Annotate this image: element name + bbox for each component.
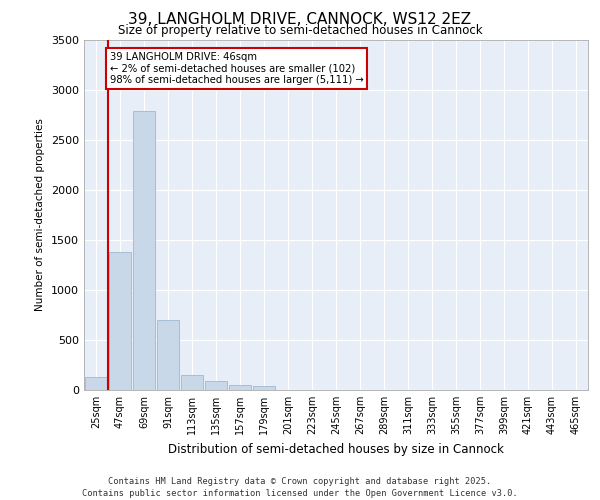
Bar bbox=[253, 386, 275, 390]
Bar bbox=[181, 374, 203, 390]
Text: Size of property relative to semi-detached houses in Cannock: Size of property relative to semi-detach… bbox=[118, 24, 482, 37]
Text: 39, LANGHOLM DRIVE, CANNOCK, WS12 2EZ: 39, LANGHOLM DRIVE, CANNOCK, WS12 2EZ bbox=[128, 12, 472, 28]
Bar bbox=[133, 111, 155, 390]
X-axis label: Distribution of semi-detached houses by size in Cannock: Distribution of semi-detached houses by … bbox=[168, 442, 504, 456]
Bar bbox=[85, 377, 107, 390]
Text: 39 LANGHOLM DRIVE: 46sqm
← 2% of semi-detached houses are smaller (102)
98% of s: 39 LANGHOLM DRIVE: 46sqm ← 2% of semi-de… bbox=[110, 52, 364, 85]
Bar bbox=[229, 384, 251, 390]
Bar bbox=[157, 320, 179, 390]
Y-axis label: Number of semi-detached properties: Number of semi-detached properties bbox=[35, 118, 46, 312]
Bar bbox=[109, 252, 131, 390]
Text: Contains HM Land Registry data © Crown copyright and database right 2025.
Contai: Contains HM Land Registry data © Crown c… bbox=[82, 476, 518, 498]
Bar bbox=[205, 380, 227, 390]
